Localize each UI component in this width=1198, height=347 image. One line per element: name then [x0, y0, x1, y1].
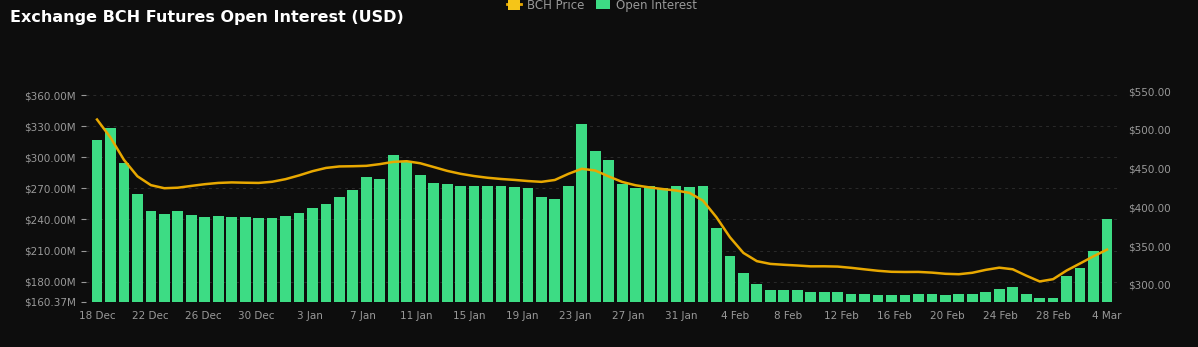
Bar	[671, 186, 682, 347]
Bar	[900, 295, 910, 347]
Bar	[267, 219, 278, 347]
Bar	[415, 175, 425, 347]
Text: Exchange BCH Futures Open Interest (USD): Exchange BCH Futures Open Interest (USD)	[10, 10, 404, 25]
Bar	[980, 292, 991, 347]
Bar	[442, 184, 453, 347]
Bar	[926, 294, 937, 347]
Bar	[818, 292, 829, 347]
Bar	[550, 199, 561, 347]
Bar	[872, 295, 883, 347]
Bar	[429, 183, 438, 347]
Bar	[697, 186, 708, 347]
Bar	[91, 140, 102, 347]
Bar	[119, 162, 129, 347]
Bar	[766, 290, 775, 347]
Bar	[159, 214, 170, 347]
Bar	[589, 151, 600, 347]
Bar	[307, 208, 317, 347]
Bar	[173, 211, 183, 347]
Bar	[1088, 251, 1099, 347]
Bar	[1008, 287, 1018, 347]
Bar	[186, 215, 196, 347]
Bar	[468, 186, 479, 347]
Bar	[846, 294, 857, 347]
Bar	[792, 290, 803, 347]
Bar	[576, 124, 587, 347]
Bar	[1102, 219, 1113, 347]
Bar	[455, 186, 466, 347]
Bar	[199, 218, 210, 347]
Bar	[563, 186, 574, 347]
Bar	[954, 294, 964, 347]
Bar	[658, 188, 668, 347]
Bar	[1061, 277, 1072, 347]
Bar	[361, 177, 371, 347]
Bar	[751, 283, 762, 347]
Bar	[482, 186, 492, 347]
Bar	[388, 155, 399, 347]
Bar	[334, 197, 345, 347]
Bar	[887, 295, 897, 347]
Bar	[725, 256, 736, 347]
Bar	[643, 186, 654, 347]
Bar	[226, 218, 237, 347]
Bar	[145, 211, 156, 347]
Bar	[913, 294, 924, 347]
Bar	[833, 292, 843, 347]
Bar	[253, 219, 264, 347]
Bar	[280, 217, 291, 347]
Bar	[1075, 268, 1085, 347]
Bar	[738, 273, 749, 347]
Bar	[1048, 298, 1059, 347]
Bar	[401, 161, 412, 347]
Bar	[712, 228, 722, 347]
Bar	[967, 294, 978, 347]
Bar	[1034, 298, 1045, 347]
Bar	[240, 218, 250, 347]
Bar	[940, 295, 951, 347]
Bar	[805, 292, 816, 347]
Bar	[604, 160, 615, 347]
Bar	[994, 289, 1005, 347]
Bar	[321, 204, 332, 347]
Bar	[536, 197, 546, 347]
Bar	[132, 194, 143, 347]
Bar	[630, 188, 641, 347]
Bar	[294, 213, 304, 347]
Bar	[779, 290, 789, 347]
Bar	[496, 186, 507, 347]
Bar	[375, 179, 386, 347]
Bar	[105, 128, 116, 347]
Bar	[684, 187, 695, 347]
Bar	[859, 294, 870, 347]
Legend: BCH Price, Open Interest: BCH Price, Open Interest	[502, 0, 702, 16]
Bar	[213, 217, 224, 347]
Bar	[509, 187, 520, 347]
Bar	[522, 188, 533, 347]
Bar	[1021, 294, 1031, 347]
Bar	[617, 184, 628, 347]
Bar	[347, 191, 358, 347]
